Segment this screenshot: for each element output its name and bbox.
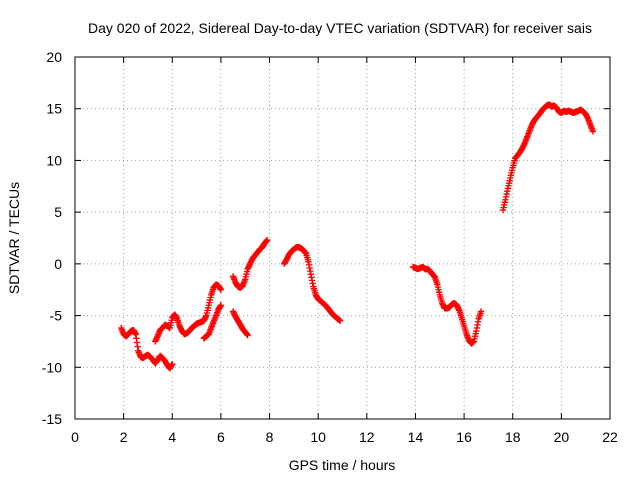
data-point	[263, 236, 271, 244]
segment-7	[409, 263, 485, 347]
x-tick-labels: 0 2 4 6 8 10 12 14 16 18 20 22	[71, 429, 618, 445]
data-point	[217, 302, 225, 309]
x-tick-label: 10	[310, 429, 326, 445]
chart-title: Day 020 of 2022, Sidereal Day-to-day VTE…	[88, 20, 592, 36]
y-tick-labels: -15 -10 -5 0 5 10 15 20	[42, 49, 62, 427]
segment-3	[200, 302, 225, 342]
x-tick-label: 0	[71, 429, 79, 445]
segment-4	[229, 308, 251, 339]
data-point	[477, 308, 485, 315]
y-axis-title: SDTVAR / TECUs	[6, 182, 22, 294]
x-axis-title: GPS time / hours	[289, 457, 396, 473]
data-points	[118, 101, 597, 372]
grid-lines	[75, 57, 610, 419]
y-tick-label: -5	[50, 308, 63, 324]
axis-ticks	[74, 56, 611, 420]
y-tick-label: -10	[42, 359, 62, 375]
x-tick-label: 14	[408, 429, 424, 445]
y-tick-label: 10	[46, 152, 62, 168]
data-point	[169, 360, 176, 368]
x-tick-label: 2	[120, 429, 128, 445]
data-point	[244, 332, 251, 339]
x-tick-label: 12	[359, 429, 375, 445]
data-point	[336, 317, 344, 324]
segment-5	[229, 236, 271, 291]
y-tick-label: 5	[54, 204, 62, 220]
plot-frame	[74, 56, 611, 420]
segment-1	[118, 324, 176, 372]
segment-6	[280, 244, 344, 324]
y-tick-label: 15	[46, 101, 62, 117]
y-tick-label: -15	[42, 411, 62, 427]
x-tick-label: 20	[554, 429, 570, 445]
y-tick-label: 20	[46, 49, 62, 65]
x-tick-label: 6	[217, 429, 225, 445]
x-tick-label: 4	[168, 429, 176, 445]
x-tick-label: 22	[602, 429, 618, 445]
x-tick-label: 16	[456, 429, 472, 445]
x-tick-label: 8	[266, 429, 274, 445]
data-point	[589, 128, 597, 135]
segment-2	[152, 281, 225, 345]
x-tick-label: 18	[505, 429, 521, 445]
data-point	[217, 286, 225, 293]
segment-8	[499, 101, 597, 214]
y-tick-label: 0	[54, 256, 62, 272]
